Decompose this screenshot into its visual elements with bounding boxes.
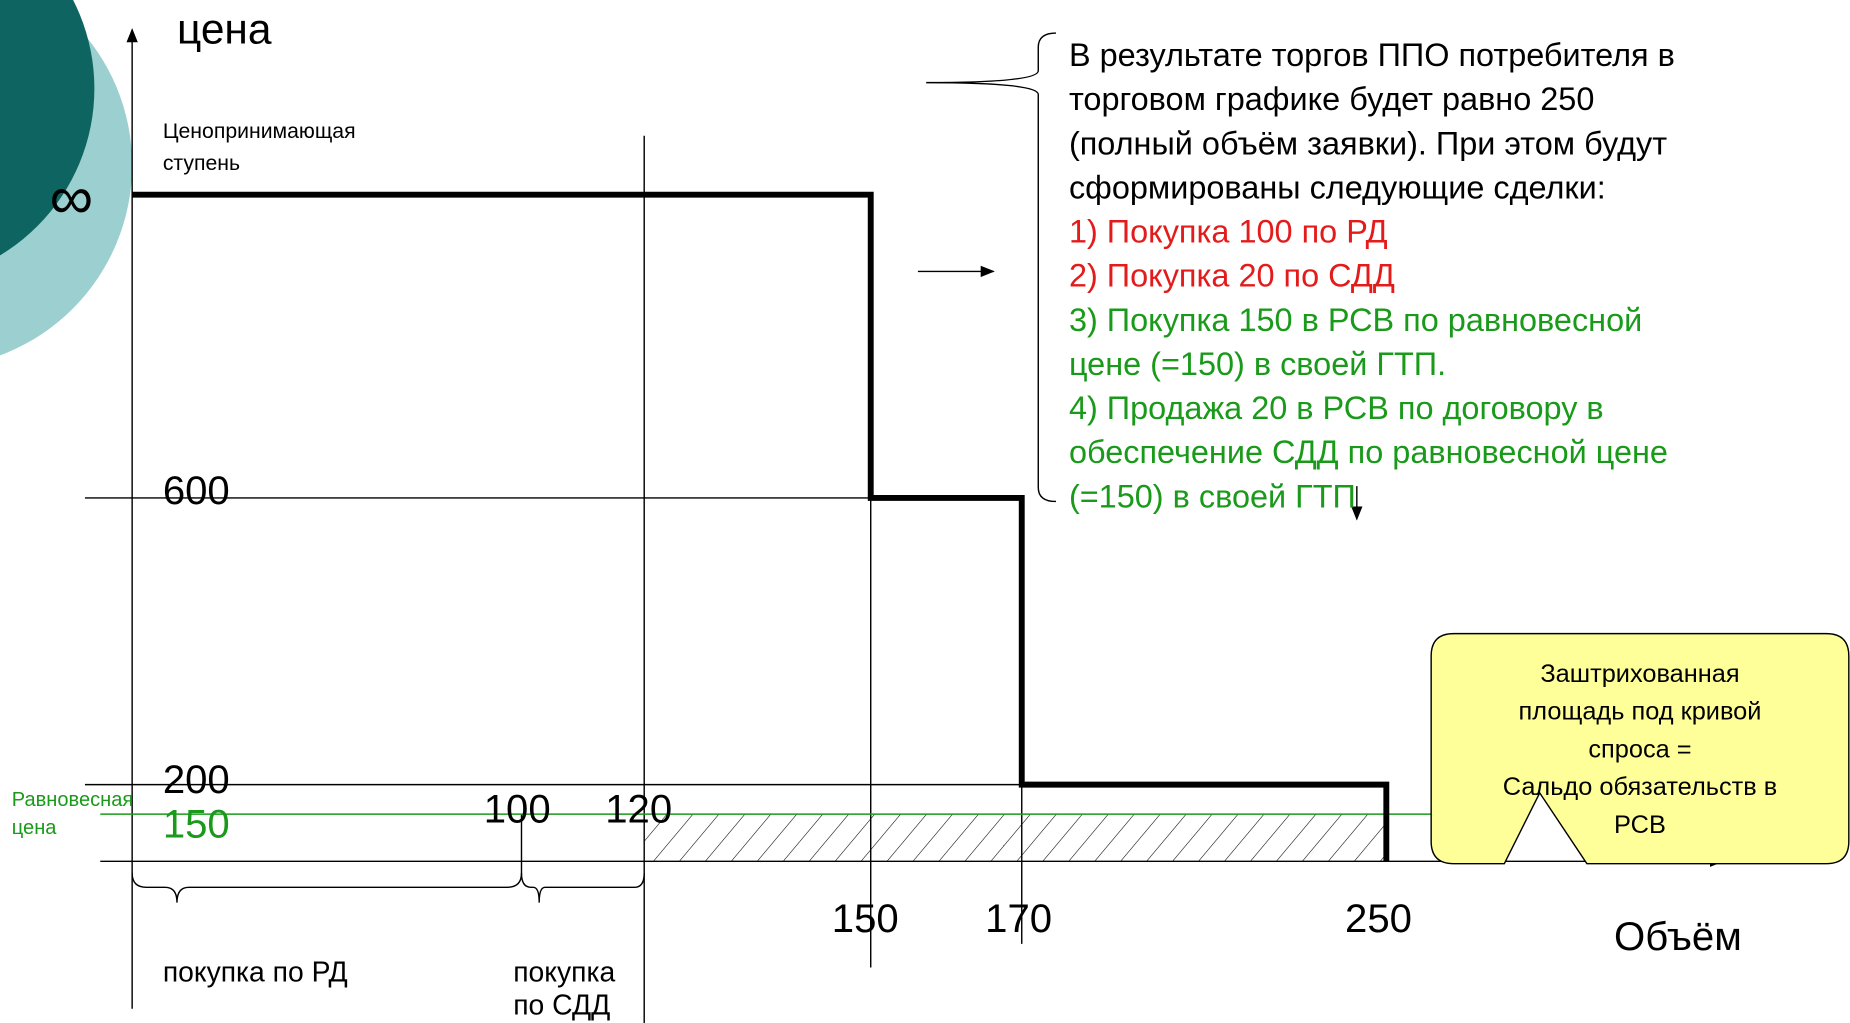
description-line: (=150) в своей ГТП	[1069, 478, 1356, 514]
callout-box	[1430, 632, 1850, 865]
x-axis-title: Объём	[1614, 915, 1742, 959]
description-line: сформированы следующие сделки:	[1069, 169, 1606, 205]
callout-line: площадь под кривой	[1519, 698, 1762, 726]
description-line: обеспечение СДД по равновесной цене	[1069, 434, 1668, 470]
description-line: (полный объём заявки). При этом будут	[1069, 125, 1667, 161]
guides	[84, 28, 1724, 1023]
step-label: ступень	[163, 152, 240, 175]
y-label: 200	[163, 758, 230, 802]
callout-line: Сальдо обязательств в	[1503, 773, 1778, 801]
step-label: Ценопринимающая	[163, 120, 356, 143]
x-label: 120	[605, 787, 672, 831]
hatched-area	[644, 814, 1387, 862]
decor-circle	[0, 0, 95, 256]
x-label: 150	[832, 897, 899, 941]
x-label: 170	[985, 897, 1052, 941]
brace-label: по СДД	[513, 989, 610, 1021]
brace-label: покупка по РД	[163, 956, 348, 988]
labels: цена∞Ценопринимающаяступень600200150Равн…	[12, 6, 1742, 1021]
description-line: 4) Продажа 20 в РСВ по договору в	[1069, 390, 1604, 426]
x-label: 100	[484, 787, 551, 831]
description-line: торговом графике будет равно 250	[1069, 81, 1594, 117]
description-line: цене (=150) в своей ГТП.	[1069, 346, 1446, 382]
brace-label: покупка	[513, 956, 615, 988]
callout-text: Заштрихованная площадь под кривой спроса =…	[1503, 660, 1778, 839]
description-line: 1) Покупка 100 по РД	[1069, 214, 1388, 250]
callout-line: спроса =	[1588, 735, 1691, 763]
equilibrium-label: Равновесная	[12, 789, 133, 811]
equilibrium-label: цена	[12, 817, 57, 839]
y-label: 600	[163, 469, 230, 513]
demand-curve	[132, 191, 1390, 862]
description-line: 2) Покупка 20 по СДД	[1069, 258, 1395, 294]
callout-line: Заштрихованная	[1540, 660, 1739, 688]
callout-line: РСВ	[1614, 811, 1666, 839]
x-label: 250	[1345, 897, 1412, 941]
description-line: В результате торгов ППО потребителя в	[1069, 37, 1675, 73]
equilibrium-value: 150	[163, 803, 230, 847]
infinity-label: ∞	[50, 163, 94, 232]
description-line: 3) Покупка 150 в РСВ по равновесной	[1069, 302, 1642, 338]
y-axis-title: цена	[177, 6, 272, 53]
